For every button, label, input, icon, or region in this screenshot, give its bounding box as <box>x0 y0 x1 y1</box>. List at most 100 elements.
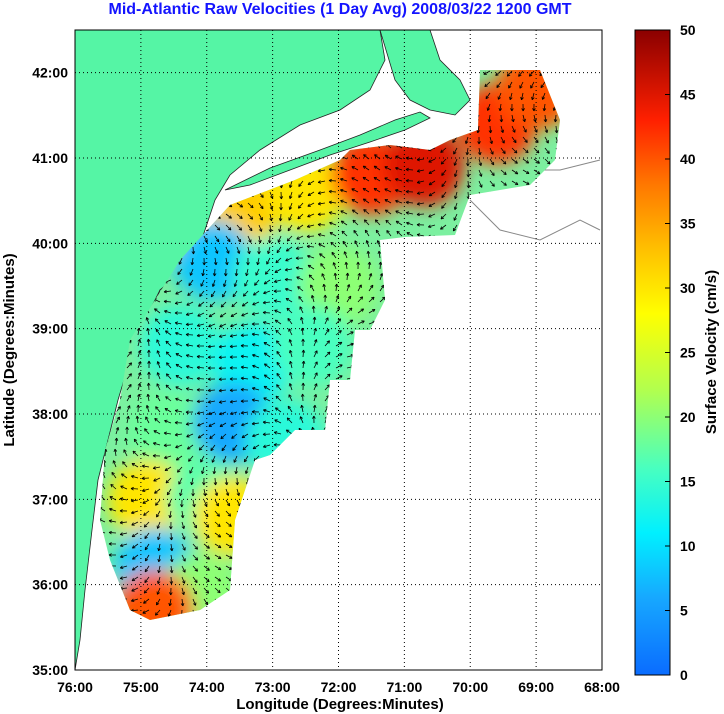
velocity-arrow <box>351 154 359 160</box>
velocity-arrow <box>203 235 208 243</box>
velocity-arrow <box>487 114 492 123</box>
velocity-arrow <box>489 169 495 176</box>
x-tick-label: 68:00 <box>584 679 620 695</box>
velocity-arrow <box>328 189 337 194</box>
velocity-arrow <box>453 147 458 155</box>
x-tick-label: 69:00 <box>518 679 554 695</box>
velocity-arrow <box>340 177 348 182</box>
velocity-arrow <box>441 180 447 188</box>
velocity-arrow <box>374 219 381 226</box>
x-tick-label: 75:00 <box>123 679 159 695</box>
velocity-arrow <box>385 219 392 226</box>
velocity-arrow <box>340 199 348 204</box>
velocity-arrow <box>406 221 414 226</box>
velocity-arrow <box>533 125 538 133</box>
shelf-contour-east <box>469 199 601 241</box>
velocity-arrow <box>212 268 217 277</box>
velocity-arrow <box>428 169 436 175</box>
velocity-arrow <box>509 92 513 101</box>
velocity-arrow <box>278 224 282 233</box>
velocity-arrow <box>287 224 293 232</box>
velocity-arrow <box>317 233 326 237</box>
velocity-arrow <box>510 103 514 112</box>
velocity-arrow <box>267 235 272 244</box>
velocity-arrow <box>288 213 293 221</box>
y-axis-ticks: 35:00 36:00 37:00 38:00 39:00 40:00 41:00 42:00 <box>32 65 68 678</box>
x-axis-ticks: 76:00 75:00 74:00 73:00 72:00 71:00 70:00 69:00… <box>57 679 620 695</box>
velocity-arrow <box>340 166 348 171</box>
velocity-arrow <box>236 213 243 219</box>
velocity-arrow <box>395 210 403 215</box>
velocity-arrow <box>500 158 507 165</box>
velocity-arrow <box>328 167 337 172</box>
velocity-arrow <box>247 235 252 243</box>
velocity-arrow <box>452 136 458 143</box>
velocity-arrow <box>298 202 304 209</box>
velocity-arrow <box>264 268 271 275</box>
velocity-arrow <box>269 202 274 210</box>
velocity-arrow <box>543 114 548 123</box>
velocity-arrow <box>405 178 414 183</box>
velocity-arrow <box>533 114 537 123</box>
velocity-arrow <box>288 202 293 210</box>
velocity-arrow <box>297 213 304 220</box>
velocity-arrow <box>453 158 458 166</box>
velocity-arrow <box>257 246 261 255</box>
velocity-arrow <box>247 246 251 255</box>
velocity-arrow <box>428 180 436 186</box>
velocity-arrow <box>395 199 403 204</box>
velocity-arrow <box>255 268 260 276</box>
velocity-arrow <box>362 176 370 182</box>
velocity-arrow <box>278 213 283 222</box>
velocity-arrow <box>540 81 546 89</box>
velocity-arrow <box>343 251 348 259</box>
velocity-arrow <box>279 202 283 211</box>
velocity-arrow <box>247 202 254 209</box>
velocity-arrow <box>341 230 348 237</box>
velocity-arrow <box>528 70 535 77</box>
velocity-arrow <box>258 213 263 221</box>
velocity-arrow <box>500 147 506 154</box>
cape-cod <box>379 30 471 116</box>
velocity-arrow <box>554 125 559 134</box>
velocity-arrow <box>541 92 546 100</box>
velocity-arrow <box>522 180 530 185</box>
velocity-arrow <box>416 180 425 184</box>
velocity-arrow <box>277 235 282 243</box>
velocity-arrow <box>276 246 282 254</box>
y-axis-label: Latitude (Degrees:Minutes) <box>1 253 18 446</box>
velocity-arrow <box>236 224 243 231</box>
x-tick-label: 70:00 <box>452 679 488 695</box>
velocity-arrow <box>405 189 414 194</box>
colorbar-tick-label: 50 <box>680 22 696 38</box>
velocity-arrow <box>351 166 359 171</box>
velocity-arrow <box>476 125 480 134</box>
x-axis-label: Longitude (Degrees:Minutes) <box>236 696 444 713</box>
velocity-arrow <box>236 246 241 254</box>
velocity-arrow <box>522 169 530 175</box>
velocity-arrow <box>416 169 425 173</box>
velocity-arrow <box>373 176 381 182</box>
velocity-arrow <box>530 81 535 89</box>
velocity-arrow <box>440 158 447 165</box>
velocity-arrow <box>258 235 262 244</box>
velocity-arrow <box>522 147 529 154</box>
velocity-arrow <box>384 188 392 193</box>
velocity-arrow <box>377 250 382 259</box>
velocity-arrow <box>452 224 458 232</box>
velocity-arrow <box>296 235 304 240</box>
velocity-arrow <box>511 169 519 175</box>
velocity-arrow <box>499 114 504 123</box>
velocity-arrow <box>533 158 540 164</box>
velocity-arrow <box>511 125 516 133</box>
velocity-arrow <box>366 250 371 259</box>
velocity-arrow <box>225 257 229 266</box>
long-island <box>224 111 431 191</box>
velocity-arrow <box>328 200 337 205</box>
velocity-arrow <box>395 155 403 160</box>
velocity-arrow <box>363 219 370 226</box>
y-tick-label: 35:00 <box>32 662 68 678</box>
velocity-arrow <box>214 224 221 231</box>
y-tick-label: 39:00 <box>32 321 68 337</box>
velocity-arrow <box>496 81 502 88</box>
